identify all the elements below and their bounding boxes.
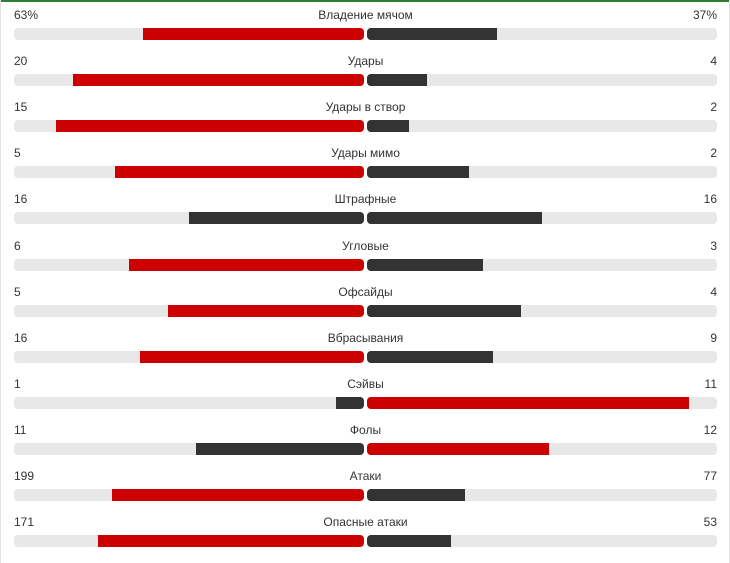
stat-row: 5 Офсайды 4 <box>14 285 717 319</box>
home-value: 5 <box>14 146 21 160</box>
home-value: 16 <box>14 331 28 345</box>
away-bar-track <box>367 351 717 363</box>
home-bar-track <box>14 305 364 317</box>
stat-label: Сэйвы <box>347 377 384 391</box>
stat-row: 5 Удары мимо 2 <box>14 146 717 180</box>
home-bar-fill <box>56 120 364 132</box>
away-value: 53 <box>703 515 717 529</box>
away-bar-track <box>367 305 717 317</box>
home-bar-track <box>14 166 364 178</box>
home-bar-track <box>14 397 364 409</box>
home-bar-fill <box>140 351 364 363</box>
away-bar-track <box>367 489 717 501</box>
stat-row: 1 Сэйвы 11 <box>14 377 717 411</box>
away-value: 12 <box>703 423 717 437</box>
home-bar-fill <box>115 166 364 178</box>
away-value: 9 <box>710 331 717 345</box>
home-value: 63% <box>14 8 39 22</box>
stat-label: Офсайды <box>338 285 393 299</box>
stat-row: 6 Угловые 3 <box>14 239 717 273</box>
away-bar-fill <box>367 535 451 547</box>
away-bar-fill <box>367 305 521 317</box>
away-bar-fill <box>367 120 409 132</box>
away-value: 77 <box>703 469 717 483</box>
left-border <box>0 0 1 563</box>
away-value: 4 <box>710 285 717 299</box>
away-bar-fill <box>367 259 483 271</box>
home-bar-track <box>14 212 364 224</box>
away-bar-fill <box>367 351 493 363</box>
home-bar-fill <box>168 305 364 317</box>
home-bar-track <box>14 489 364 501</box>
home-bar-fill <box>143 28 364 40</box>
stat-row: 199 Атаки 77 <box>14 469 717 503</box>
away-bar-track <box>367 28 717 40</box>
away-bar-track <box>367 166 717 178</box>
stat-label: Фолы <box>349 423 382 437</box>
away-value: 2 <box>710 146 717 160</box>
away-bar-fill <box>367 489 465 501</box>
stat-label: Удары <box>347 54 384 68</box>
home-bar-track <box>14 443 364 455</box>
home-value: 15 <box>14 100 28 114</box>
home-value: 1 <box>14 377 21 391</box>
away-value: 37% <box>692 8 717 22</box>
home-bar-fill <box>196 443 364 455</box>
stat-row: 63% Владение мячом 37% <box>14 8 717 42</box>
home-value: 6 <box>14 239 21 253</box>
home-bar-track <box>14 259 364 271</box>
away-bar-fill <box>367 212 542 224</box>
stat-label: Угловые <box>342 239 389 253</box>
away-value: 2 <box>710 100 717 114</box>
away-bar-track <box>367 259 717 271</box>
home-value: 5 <box>14 285 21 299</box>
stat-row: 11 Фолы 12 <box>14 423 717 457</box>
away-bar-track <box>367 120 717 132</box>
away-bar-track <box>367 212 717 224</box>
home-bar-fill <box>129 259 364 271</box>
home-value: 11 <box>14 423 27 437</box>
home-bar-track <box>14 120 364 132</box>
away-value: 16 <box>703 192 717 206</box>
top-accent-line <box>0 0 730 2</box>
away-bar-fill <box>367 166 469 178</box>
stat-label: Владение мячом <box>318 8 413 22</box>
home-bar-fill <box>73 74 364 86</box>
stat-label: Удары мимо <box>331 146 400 160</box>
away-bar-fill <box>367 74 427 86</box>
away-value: 3 <box>710 239 717 253</box>
away-bar-track <box>367 397 717 409</box>
stat-label: Удары в створ <box>325 100 406 114</box>
stat-label: Атаки <box>349 469 382 483</box>
home-value: 20 <box>14 54 28 68</box>
away-bar-fill <box>367 443 549 455</box>
stat-row: 16 Вбрасывания 9 <box>14 331 717 365</box>
stat-label: Штрафные <box>334 192 397 206</box>
home-bar-fill <box>112 489 364 501</box>
home-bar-track <box>14 535 364 547</box>
home-bar-fill <box>336 397 364 409</box>
home-bar-fill <box>189 212 364 224</box>
home-value: 16 <box>14 192 28 206</box>
stat-label: Опасные атаки <box>323 515 408 529</box>
home-bar-fill <box>98 535 364 547</box>
stat-row: 171 Опасные атаки 53 <box>14 515 717 549</box>
away-bar-track <box>367 74 717 86</box>
stat-row: 15 Удары в створ 2 <box>14 100 717 134</box>
away-value: 11 <box>704 377 717 391</box>
home-value: 199 <box>14 469 35 483</box>
stat-row: 16 Штрафные 16 <box>14 192 717 226</box>
home-bar-track <box>14 74 364 86</box>
home-bar-track <box>14 28 364 40</box>
stat-row: 20 Удары 4 <box>14 54 717 88</box>
away-bar-fill <box>367 28 497 40</box>
away-bar-fill <box>367 397 689 409</box>
away-bar-track <box>367 535 717 547</box>
away-bar-track <box>367 443 717 455</box>
away-value: 4 <box>710 54 717 68</box>
home-bar-track <box>14 351 364 363</box>
home-value: 171 <box>14 515 35 529</box>
stat-label: Вбрасывания <box>327 331 404 345</box>
